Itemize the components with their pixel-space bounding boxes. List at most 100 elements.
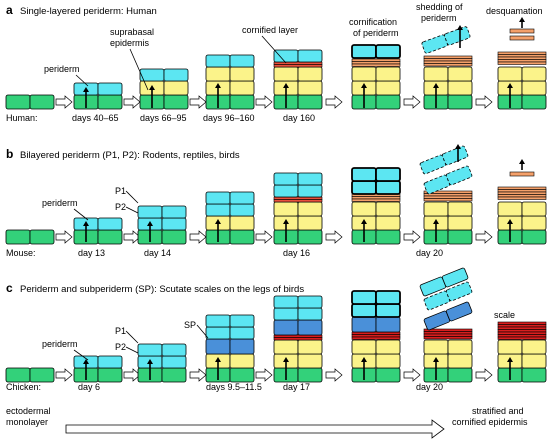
a-s7-suprabasal-1-cell-right — [521, 80, 547, 96]
label-shedding-1: shedding of — [416, 2, 463, 12]
c-s4-p1-cell-left — [273, 295, 299, 309]
label-cornification-2: of periderm — [353, 28, 399, 38]
leader-p2-c — [125, 346, 139, 354]
b-step-arrow — [403, 230, 421, 244]
a-s3-suprabasal-2-cell-left — [205, 66, 231, 82]
c-s2-arrow-head — [147, 359, 153, 364]
c-step-arrow — [325, 368, 343, 382]
label-desquamation: desquamation — [486, 6, 543, 16]
c-s7-scale-stripe — [497, 331, 547, 335]
a-s7-desq-arrow-head — [519, 17, 525, 22]
b-s2-p1-cell-left — [137, 205, 163, 219]
b-s3-basal-cell-right — [229, 229, 255, 245]
b-step-arrow — [55, 230, 73, 244]
a-s4-suprabasal-2-cell-right — [297, 66, 323, 82]
leader-cornified — [261, 35, 287, 64]
b-s7-suprabasal-1-cell-right — [521, 215, 547, 231]
c-s3-arrow-head — [215, 357, 221, 362]
c-s5-cornified-stripe — [351, 336, 401, 340]
c-s5-sp-cell-left — [351, 316, 377, 333]
b-s6-suprabasal-2-cell-right — [447, 201, 473, 217]
c-s7-suprabasal-2-cell-left — [497, 339, 523, 355]
b-s7-granular-stripe — [497, 189, 547, 193]
panel-c-letter: c — [6, 281, 13, 295]
a-step-arrow — [255, 95, 273, 109]
c-s6-basal-cell-right — [447, 367, 473, 383]
a-s3-periderm-cell-right — [229, 54, 255, 68]
panel-c-title: Periderm and subperiderm (SP): Scutate s… — [20, 284, 304, 295]
c-s0-basal-cell-left — [5, 367, 31, 383]
b-s4-p2-cell-left — [273, 184, 299, 198]
a-s4-suprabasal-2-cell-left — [273, 66, 299, 82]
panel-a-cells — [5, 17, 547, 110]
b-s4-basal-cell-right — [297, 229, 323, 245]
b-step-arrow — [255, 230, 273, 244]
a-s3-suprabasal-2-cell-right — [229, 66, 255, 82]
a-s2-arrow-head — [149, 85, 155, 90]
a-s6-granular-stripe — [423, 58, 473, 62]
panel-a-stage-4: day 160 — [283, 113, 315, 123]
panel-a-letter: a — [6, 3, 13, 17]
panel-b-cells — [5, 144, 547, 245]
panel-b-title: Bilayered periderm (P1, P2): Rodents, re… — [20, 150, 240, 161]
c-s5-p1-cell-left — [351, 290, 377, 305]
c-s3-p1-cell-left — [205, 314, 231, 328]
a-step-arrow — [123, 95, 141, 109]
b-s2-arrow-head — [147, 221, 153, 226]
b-step-arrow — [475, 230, 493, 244]
b-s4-p1-cell-left — [273, 172, 299, 186]
a-s5-periderm-cell-left — [351, 44, 377, 59]
label-shedding-2: periderm — [421, 13, 457, 23]
a-s7-squame — [509, 35, 535, 41]
a-s5-suprabasal-1-cell-right — [375, 80, 401, 96]
c-s5-cornified-stripe — [351, 334, 401, 338]
b-s6-shed-p1-cell-right — [441, 145, 469, 166]
a-s4-basal-cell-right — [297, 94, 323, 110]
b-s4-arrow-head — [283, 219, 289, 224]
c-s7-scale-stripe — [497, 334, 547, 338]
c-s4-basal-cell-right — [297, 367, 323, 383]
leader-periderm-b — [73, 208, 89, 221]
b-s6-granular-stripe — [423, 195, 473, 199]
panel-a-stage-1: days 40–65 — [72, 113, 119, 123]
leader-periderm-a — [75, 74, 89, 87]
c-s7-scale-stripe — [497, 324, 547, 328]
a-s5-basal-cell-right — [375, 94, 401, 110]
b-s6-shed-p1-cell-left — [419, 154, 447, 175]
b-s3-p2-cell-right — [229, 203, 255, 217]
a-s6-shed-cell-left — [421, 34, 448, 54]
b-s6-granular-stripe — [423, 193, 473, 197]
b-s0-basal-cell-right — [29, 229, 55, 245]
a-s7-arrow-head — [507, 83, 513, 88]
b-s7-granular-stripe — [497, 196, 547, 200]
timeline-left-2: monolayer — [6, 417, 48, 427]
a-s5-granular-stripe — [351, 58, 401, 62]
c-s6-shed-p2 — [423, 281, 473, 311]
label-periderm-c: periderm — [42, 339, 78, 349]
a-s0-basal-cell-right — [29, 94, 55, 110]
timeline-right-2: cornified epidermis — [452, 417, 528, 427]
c-s4-suprabasal-2-cell-right — [297, 339, 323, 355]
b-s4-cornified-stripe — [273, 199, 323, 203]
c-s3-basal-cell-right — [229, 367, 255, 383]
panel-a-species: Human: — [6, 113, 38, 123]
c-s3-suprabasal-cell-right — [229, 353, 255, 369]
b-s6-shed-arrow-head — [455, 144, 461, 149]
a-s6-shed-arrow-head — [457, 25, 463, 30]
label-periderm-b: periderm — [42, 198, 78, 208]
leader-sp — [196, 324, 209, 339]
panel-b-stage-3: day 16 — [283, 248, 310, 258]
c-s5-p2-cell-right — [375, 303, 401, 318]
a-s4-arrow-head — [283, 83, 289, 88]
c-s4-suprabasal-1-cell-right — [297, 353, 323, 369]
a-s4-periderm-cell-right — [297, 49, 323, 63]
label-sp: SP — [184, 320, 196, 330]
b-s6-arrow-head — [433, 219, 439, 224]
c-s3-p1-cell-right — [229, 314, 255, 328]
a-step-arrow — [55, 95, 73, 109]
c-s2-basal-cell-right — [161, 367, 187, 383]
b-s5-granular-stripe — [351, 196, 401, 200]
leader-p1-c — [125, 330, 139, 344]
c-s5-basal-cell-right — [375, 367, 401, 383]
